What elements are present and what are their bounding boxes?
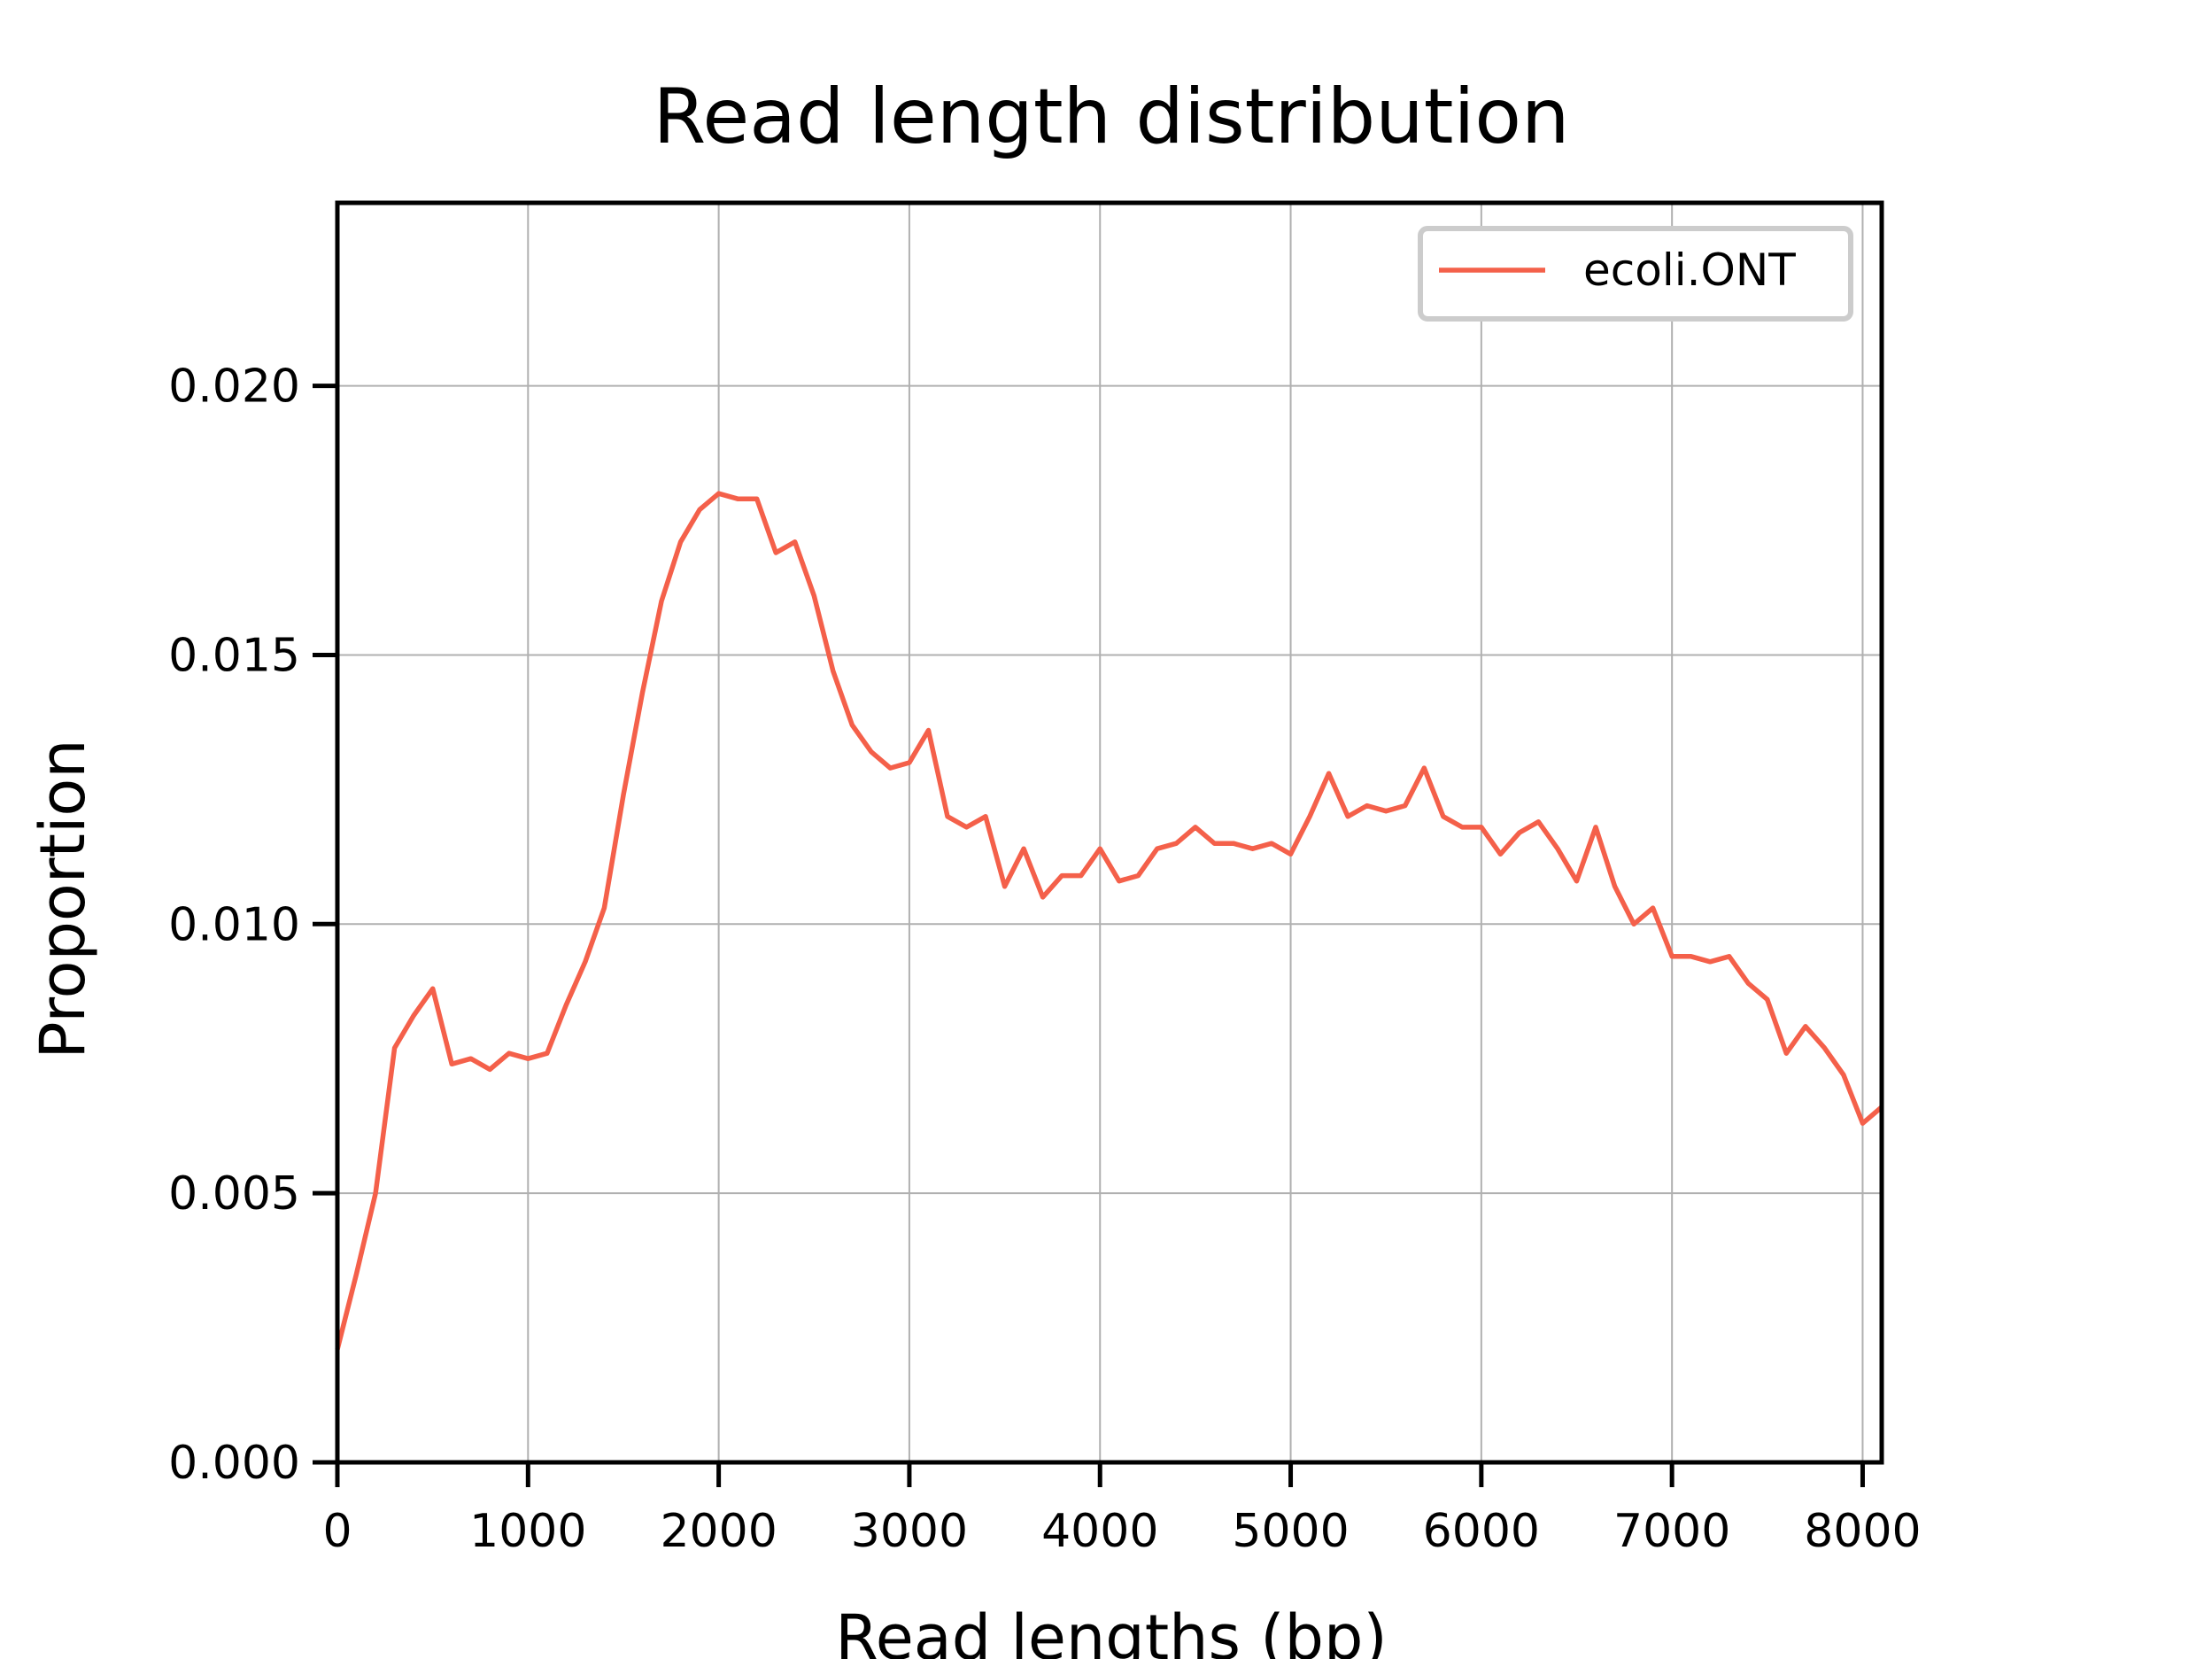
x-tick-label: 3000 — [851, 1505, 968, 1558]
series-line — [335, 491, 1883, 1351]
x-tick-label: 2000 — [660, 1505, 777, 1558]
y-axis-label: Proportion — [27, 739, 99, 1058]
series — [335, 491, 1883, 1351]
x-tick-label: 4000 — [1041, 1505, 1158, 1558]
legend: ecoli.ONT — [1418, 226, 1853, 322]
y-tick-label: 0.015 — [168, 629, 300, 682]
x-axis-label: Read lengths (bp) — [835, 1601, 1387, 1659]
legend-label: ecoli.ONT — [1583, 244, 1796, 296]
x-tick-label: 7000 — [1613, 1505, 1730, 1558]
x-tick-label: 6000 — [1423, 1505, 1540, 1558]
y-tick-label: 0.010 — [168, 898, 300, 951]
ticks: 0 1000 2000 3000 4000 5000 6000 7000 8000 0.000 0.… — [168, 360, 1922, 1558]
y-tick-label: 0.020 — [168, 360, 300, 414]
y-tick-label: 0.005 — [168, 1167, 300, 1221]
x-tick-label: 8000 — [1804, 1505, 1921, 1558]
legend-frame — [1418, 226, 1853, 322]
axes — [335, 200, 1884, 1465]
y-tick-label: 0.000 — [168, 1437, 300, 1490]
x-tick-label: 1000 — [469, 1505, 586, 1558]
x-tick-label: 0 — [322, 1505, 352, 1558]
chart-title: Read length distribution — [654, 73, 1570, 161]
plot-frame — [335, 200, 1884, 1465]
x-tick-label: 5000 — [1232, 1505, 1349, 1558]
